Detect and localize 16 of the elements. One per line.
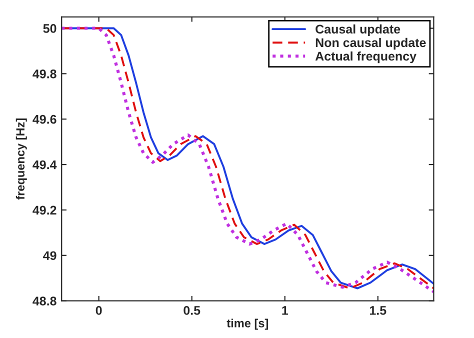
x-tick-label: 0	[96, 306, 102, 315]
legend-label: Non causal update	[316, 38, 426, 50]
y-tick-label: 49.8	[32, 69, 56, 78]
y-tick-label: 48.8	[32, 296, 56, 306]
y-axis-title: frequency [Hz]	[16, 118, 27, 200]
y-tick-label: 49.6	[32, 114, 56, 124]
x-tick-label: 1	[282, 306, 288, 315]
y-tick-label: 50	[43, 24, 56, 33]
x-tick-label: 0.5	[184, 306, 200, 315]
x-axis-title: time [s]	[226, 318, 268, 330]
y-tick-label: 49.2	[32, 206, 56, 215]
legend-label: Actual frequency	[315, 51, 416, 64]
legend-label: Causal update	[316, 24, 400, 36]
x-tick-label: 1.5	[370, 306, 386, 315]
y-tick-label: 49.4	[32, 160, 57, 170]
y-tick-label: 49	[43, 251, 56, 260]
